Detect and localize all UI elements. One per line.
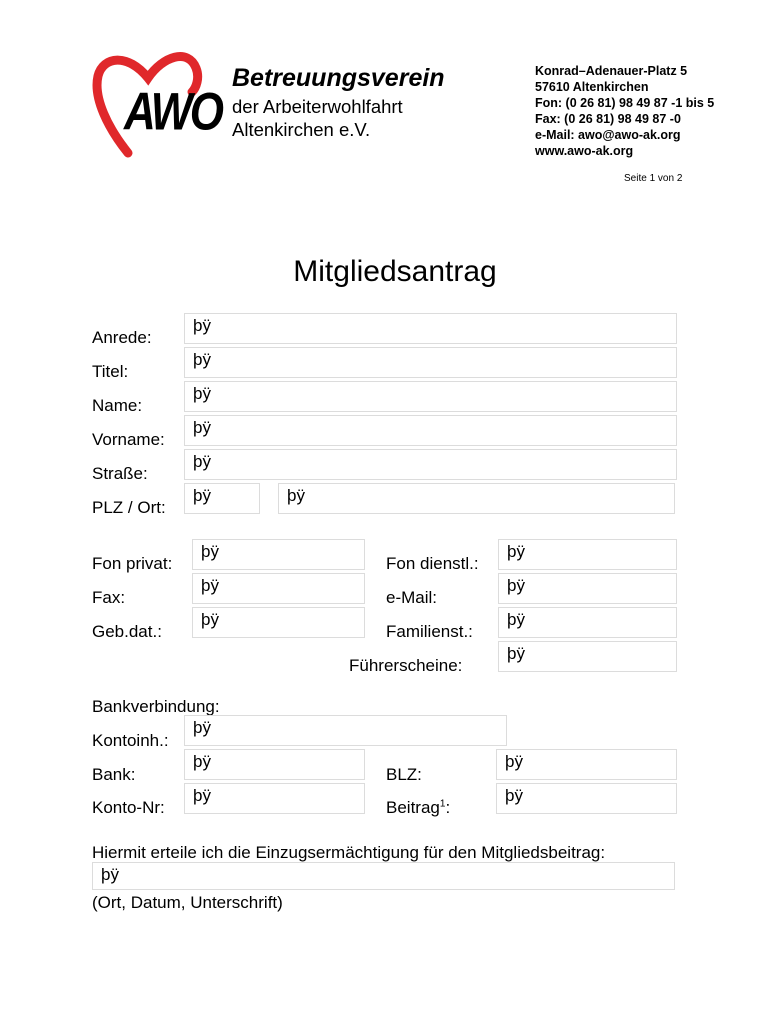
einzug-caption: (Ort, Datum, Unterschrift) xyxy=(92,893,283,912)
org-name: Betreuungsverein xyxy=(232,64,445,92)
familienst-field[interactable]: þÿ xyxy=(498,607,677,638)
vorname-field[interactable]: þÿ xyxy=(184,415,677,446)
email-label: e-Mail: xyxy=(386,588,438,607)
einzug-field[interactable]: þÿ xyxy=(92,862,675,890)
page-indicator: Seite 1 von 2 xyxy=(624,173,683,184)
fon-dienstl-field[interactable]: þÿ xyxy=(498,539,677,570)
fuehrerscheine-label: Führerscheine: xyxy=(349,656,463,675)
ort-field[interactable]: þÿ xyxy=(278,483,675,514)
anrede-label: Anrede: xyxy=(92,328,152,347)
kontonr-field[interactable]: þÿ xyxy=(184,783,365,814)
kontoinh-label: Kontoinh.: xyxy=(92,731,169,750)
familienst-label: Familienst.: xyxy=(386,622,473,641)
vorname-label: Vorname: xyxy=(92,430,165,449)
kontonr-label: Konto-Nr: xyxy=(92,798,165,817)
beitrag-field[interactable]: þÿ xyxy=(496,783,677,814)
kontoinh-field[interactable]: þÿ xyxy=(184,715,507,746)
titel-field[interactable]: þÿ xyxy=(184,347,677,378)
plz-ort-label: PLZ / Ort: xyxy=(92,498,166,517)
gebdat-field[interactable]: þÿ xyxy=(192,607,365,638)
gebdat-label: Geb.dat.: xyxy=(92,622,162,641)
awo-logo: AWO xyxy=(92,52,224,158)
svg-text:AWO: AWO xyxy=(123,83,224,142)
org-subtitle: der Arbeiterwohlfahrt Altenkirchen e.V. xyxy=(232,96,403,140)
beitrag-label: Beitrag1: xyxy=(386,798,451,817)
name-field[interactable]: þÿ xyxy=(184,381,677,412)
bank-heading: Bankverbindung: xyxy=(92,697,220,716)
fon-privat-field[interactable]: þÿ xyxy=(192,539,365,570)
fax-label: Fax: xyxy=(92,588,126,607)
einzug-label: Hiermit erteile ich die Einzugsermächtig… xyxy=(92,843,606,862)
fon-privat-label: Fon privat: xyxy=(92,554,173,573)
titel-label: Titel: xyxy=(92,362,129,381)
email-field[interactable]: þÿ xyxy=(498,573,677,604)
fax-field[interactable]: þÿ xyxy=(192,573,365,604)
plz-field[interactable]: þÿ xyxy=(184,483,260,514)
strasse-field[interactable]: þÿ xyxy=(184,449,677,480)
bank-field[interactable]: þÿ xyxy=(184,749,365,780)
bank-label: Bank: xyxy=(92,765,136,784)
blz-label: BLZ: xyxy=(386,765,422,784)
strasse-label: Straße: xyxy=(92,464,148,483)
fon-dienstl-label: Fon dienstl.: xyxy=(386,554,479,573)
name-label: Name: xyxy=(92,396,143,415)
page-title: Mitgliedsantrag xyxy=(293,255,497,288)
anrede-field[interactable]: þÿ xyxy=(184,313,677,344)
blz-field[interactable]: þÿ xyxy=(496,749,677,780)
contact-block: Konrad–Adenauer-Platz 5 57610 Altenkirche… xyxy=(535,64,715,158)
fuehrerscheine-field[interactable]: þÿ xyxy=(498,641,677,672)
